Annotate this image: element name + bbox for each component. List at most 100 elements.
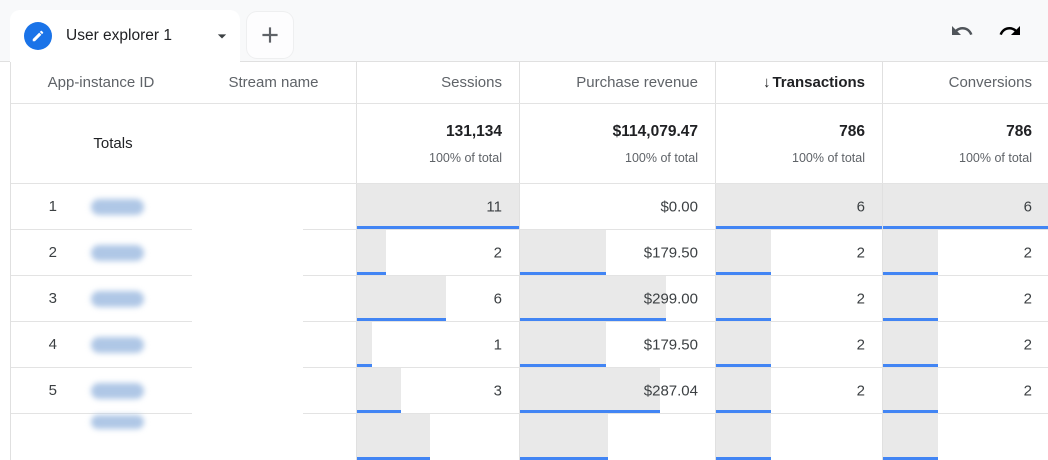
conversions-cell[interactable]: 2: [882, 322, 1048, 367]
transactions-value: 2: [856, 290, 865, 307]
blurred-app-instance-id-link[interactable]: [91, 198, 144, 215]
tab-user-explorer[interactable]: User explorer 1: [10, 10, 240, 62]
header-purchase-revenue[interactable]: Purchase revenue: [519, 62, 715, 103]
table-row[interactable]: 1 11 $0.00 6 6: [11, 184, 1048, 230]
undo-button[interactable]: [950, 19, 974, 43]
transactions-cell[interactable]: 2: [715, 230, 882, 275]
purchase-revenue-value: $179.50: [643, 244, 698, 261]
purchase-revenue-bar-underline: [520, 272, 606, 275]
blurred-app-instance-id-link[interactable]: [91, 415, 144, 429]
sessions-bar-underline: [357, 226, 519, 229]
app-instance-id-cell[interactable]: [71, 276, 191, 321]
transactions-bar: [716, 276, 771, 318]
header-app-instance-id[interactable]: App-instance ID: [47, 74, 155, 91]
table-row[interactable]: 5 3 $287.04 2 2: [11, 368, 1048, 414]
transactions-cell[interactable]: 6: [715, 184, 882, 229]
totals-sessions-value: 131,134: [445, 122, 502, 140]
totals-transactions-cell: 786 100% of total: [715, 104, 882, 183]
app-instance-id-cell[interactable]: [71, 184, 191, 229]
table-row[interactable]: 4 1 $179.50 2 2: [11, 322, 1048, 368]
conversions-bar: [883, 322, 938, 364]
purchase-revenue-cell[interactable]: $0.00: [519, 184, 715, 229]
app-instance-id-cell[interactable]: [71, 230, 191, 275]
conversions-bar: [883, 276, 938, 318]
purchase-revenue-cell[interactable]: $299.00: [519, 276, 715, 321]
add-tab-button[interactable]: [247, 12, 293, 58]
stream-name-redaction-overlay: [192, 186, 303, 420]
undo-icon: [950, 19, 974, 43]
header-transactions[interactable]: ↓ Transactions: [715, 62, 882, 103]
sessions-value: 2: [493, 244, 502, 261]
conversions-bar: [883, 184, 1048, 226]
transactions-bar: [716, 368, 771, 410]
sessions-bar: [357, 184, 519, 226]
transactions-value: 2: [856, 336, 865, 353]
totals-stream-name-cell: [191, 104, 356, 183]
sessions-bar-underline: [357, 272, 387, 275]
conversions-cell[interactable]: 2: [882, 230, 1048, 275]
redo-button[interactable]: [998, 19, 1022, 43]
stream-name-cell: [191, 414, 356, 460]
conversions-bar: [883, 230, 938, 272]
sessions-cell[interactable]: 2: [356, 230, 519, 275]
purchase-revenue-bar-underline: [520, 410, 661, 413]
totals-conversions-cell: 786 100% of total: [882, 104, 1048, 183]
blurred-app-instance-id-link[interactable]: [91, 382, 144, 399]
chevron-down-icon[interactable]: [212, 26, 232, 46]
header-sessions[interactable]: Sessions: [356, 62, 519, 103]
table-row[interactable]: 2 2 $179.50 2 2: [11, 230, 1048, 276]
transactions-cell[interactable]: 2: [715, 322, 882, 367]
app-instance-id-cell[interactable]: [71, 414, 191, 460]
purchase-revenue-value: $299.00: [643, 290, 698, 307]
plus-icon: [257, 22, 283, 48]
sessions-cell[interactable]: 1: [356, 322, 519, 367]
sessions-cell[interactable]: [356, 414, 519, 460]
app-instance-id-cell[interactable]: [71, 368, 191, 413]
sessions-cell[interactable]: 3: [356, 368, 519, 413]
conversions-value: 2: [1023, 290, 1032, 307]
blurred-app-instance-id-link[interactable]: [91, 244, 144, 261]
table-body: 1 11 $0.00 6 6 2: [11, 184, 1048, 460]
row-index: [11, 414, 71, 460]
totals-row: Totals 131,134 100% of total $114,079.47…: [11, 104, 1048, 184]
transactions-cell[interactable]: [715, 414, 882, 460]
conversions-cell[interactable]: 2: [882, 368, 1048, 413]
purchase-revenue-value: $0.00: [660, 198, 698, 215]
sessions-cell[interactable]: 6: [356, 276, 519, 321]
header-conversions[interactable]: Conversions: [882, 62, 1048, 103]
tab-bar: User explorer 1: [0, 0, 1048, 62]
sessions-bar-underline: [357, 318, 447, 321]
purchase-revenue-value: $287.04: [643, 382, 698, 399]
conversions-bar-underline: [883, 364, 938, 367]
blurred-app-instance-id-link[interactable]: [91, 336, 144, 353]
purchase-revenue-bar: [520, 276, 667, 318]
transactions-cell[interactable]: 2: [715, 368, 882, 413]
purchase-revenue-cell[interactable]: $179.50: [519, 322, 715, 367]
purchase-revenue-cell[interactable]: $287.04: [519, 368, 715, 413]
purchase-revenue-bar-underline: [520, 318, 667, 321]
app-instance-id-cell[interactable]: [71, 322, 191, 367]
conversions-value: 2: [1023, 336, 1032, 353]
sessions-value: 6: [493, 290, 502, 307]
blurred-app-instance-id-link[interactable]: [91, 290, 144, 307]
totals-conversions-value: 786: [1006, 122, 1032, 140]
transactions-bar: [716, 230, 771, 272]
exploration-canvas: App-instance ID Stream name Sessions Pur…: [0, 62, 1048, 460]
sessions-cell[interactable]: 11: [356, 184, 519, 229]
totals-transactions-share: 100% of total: [792, 150, 865, 165]
conversions-cell[interactable]: [882, 414, 1048, 460]
sessions-bar: [357, 276, 447, 318]
sort-descending-icon: ↓: [762, 74, 771, 91]
sessions-bar: [357, 230, 387, 272]
purchase-revenue-cell[interactable]: [519, 414, 715, 460]
transactions-cell[interactable]: 2: [715, 276, 882, 321]
table-row[interactable]: [11, 414, 1048, 460]
conversions-cell[interactable]: 6: [882, 184, 1048, 229]
conversions-cell[interactable]: 2: [882, 276, 1048, 321]
sessions-value: 1: [493, 336, 502, 353]
totals-purchase-revenue-cell: $114,079.47 100% of total: [519, 104, 715, 183]
row-index: 3: [48, 290, 57, 307]
header-stream-name[interactable]: Stream name: [228, 74, 319, 91]
purchase-revenue-cell[interactable]: $179.50: [519, 230, 715, 275]
table-row[interactable]: 3 6 $299.00 2 2: [11, 276, 1048, 322]
